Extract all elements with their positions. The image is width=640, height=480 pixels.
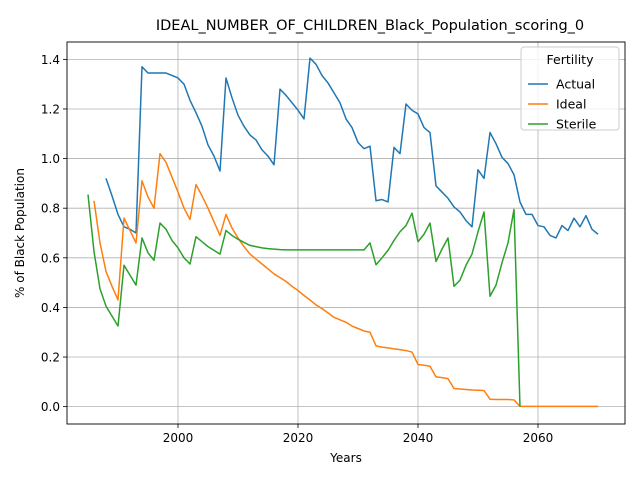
y-tick-label: 0.8 (41, 202, 60, 216)
x-tick-label: 2000 (163, 431, 194, 445)
series-lines (87, 57, 599, 408)
legend-label-actual: Actual (556, 77, 595, 92)
y-tick-label: 1.4 (41, 53, 60, 67)
y-axis-label: % of Black Population (13, 168, 27, 298)
y-tick-label: 1.0 (41, 152, 60, 166)
axis-ticks: 2000 2020 2040 2060 0.0 0.2 0.4 0.6 0.8 1.0 1.2 1.4 (41, 53, 553, 445)
x-axis-label: Years (329, 451, 362, 465)
legend-title: Fertility (547, 52, 595, 67)
legend-label-sterile: Sterile (556, 117, 597, 132)
series-line-actual (105, 57, 599, 239)
legend-box (520, 46, 620, 131)
legend: Fertility Actual Ideal Sterile (520, 46, 620, 132)
series-line-sterile (87, 194, 521, 407)
x-tick-label: 2040 (403, 431, 434, 445)
y-tick-label: 0.6 (41, 251, 60, 265)
plot-frame (66, 41, 626, 425)
x-tick-label: 2020 (283, 431, 314, 445)
y-tick-label: 0.4 (41, 301, 60, 315)
y-tick-label: 1.2 (41, 102, 60, 116)
y-tick-label: 0.0 (41, 400, 60, 414)
chart-title: IDEAL_NUMBER_OF_CHILDREN_Black_Populatio… (156, 18, 584, 34)
y-tick-label: 0.2 (41, 351, 60, 365)
x-tick-label: 2060 (523, 431, 554, 445)
legend-entries: Actual Ideal Sterile (528, 77, 597, 132)
legend-label-ideal: Ideal (556, 97, 586, 112)
series-line-ideal (93, 152, 598, 408)
